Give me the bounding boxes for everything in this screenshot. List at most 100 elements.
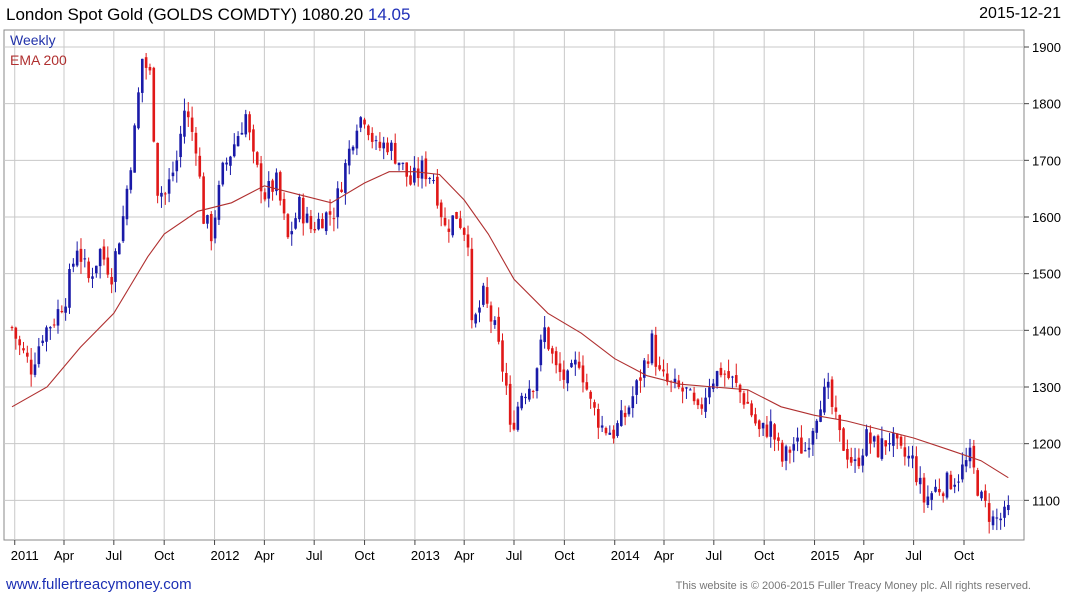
candle-body (75, 250, 79, 266)
candle-body (830, 379, 834, 407)
candle-body (152, 67, 156, 142)
candle-body (309, 215, 313, 230)
candle-body (980, 491, 983, 499)
candle-body (757, 420, 761, 430)
candle-body (976, 470, 979, 496)
y-tick-label: 1900 (1032, 40, 1061, 55)
candle-body (294, 218, 297, 229)
candle-body (528, 388, 531, 400)
candle-body (700, 404, 704, 409)
candle-body (225, 162, 228, 165)
candle-body (876, 435, 880, 458)
candle-body (616, 423, 619, 436)
candle-body (171, 172, 175, 177)
x-tick-label: 2014 (611, 548, 640, 563)
candle-body (482, 285, 485, 305)
gridlines (4, 30, 1024, 540)
candle-body (501, 340, 504, 372)
candle-body (252, 129, 255, 152)
candle-body (133, 125, 136, 173)
candle-body (497, 316, 500, 342)
candle-body (474, 314, 477, 324)
candle-body (244, 114, 248, 135)
candle-body (167, 179, 171, 194)
candle-body (884, 440, 888, 447)
candle-body (742, 393, 746, 405)
candle-body (52, 324, 56, 326)
candle-body (631, 396, 635, 409)
ema-200-line (11, 171, 1009, 479)
candle-body (37, 346, 41, 365)
candle-body (987, 503, 991, 522)
candle-body (961, 464, 964, 480)
candle-body (49, 327, 52, 329)
candle-body (849, 457, 853, 463)
x-tick-label: Apr (654, 548, 675, 563)
candle-body (409, 175, 412, 185)
candle-body (313, 229, 317, 231)
candle-body (363, 119, 366, 125)
candle-body (673, 378, 677, 384)
candle-body (574, 359, 577, 365)
candle-body (1003, 506, 1006, 518)
candle-body (271, 180, 274, 192)
candle-body (390, 142, 393, 151)
candle-body (543, 327, 546, 343)
candle-body (275, 172, 278, 192)
candle-body (819, 409, 822, 422)
candle-body (903, 447, 907, 457)
candle-body (646, 361, 650, 364)
candle-body (83, 258, 87, 260)
change-value: 14.05 (367, 5, 411, 24)
candle-body (10, 327, 14, 329)
candle-body (41, 340, 44, 344)
candle-body (662, 369, 665, 372)
candle-body (413, 167, 416, 183)
candle-body (186, 111, 190, 118)
x-tick-label: Apr (254, 548, 275, 563)
candle-body (179, 133, 182, 158)
website-link[interactable]: www.fullertreacymoney.com (6, 576, 192, 593)
x-tick-label: Jul (506, 548, 523, 563)
x-tick-label: 2012 (211, 548, 240, 563)
candle-body (382, 142, 386, 149)
y-tick-label: 1500 (1032, 267, 1061, 282)
candle-body (317, 218, 320, 230)
candle-body (792, 444, 796, 451)
candle-body (240, 132, 244, 135)
candle-body (459, 218, 462, 228)
candle-body (597, 409, 600, 428)
x-tick-label: Oct (554, 548, 575, 563)
candle-body (359, 117, 363, 128)
candle-body (508, 383, 512, 425)
candle-body (639, 377, 642, 381)
candle-body (321, 218, 324, 229)
candle-body (769, 421, 773, 437)
candle-body (405, 162, 409, 177)
legend-ema: EMA 200 (10, 52, 67, 68)
candle-body (861, 455, 865, 466)
candle-body (539, 339, 543, 366)
candle-body (14, 327, 18, 339)
x-tick-label: Oct (754, 548, 775, 563)
candle-body (826, 381, 830, 388)
candle-body (493, 320, 497, 325)
y-tick-label: 1800 (1032, 97, 1061, 112)
candle-body (658, 365, 661, 370)
candle-body (324, 212, 328, 232)
y-axis: 1100 1200 1300 1400 1500 1600 1700 1800 1900 (1024, 40, 1061, 508)
candle-body (746, 401, 750, 404)
candle-body (439, 202, 443, 218)
candle-body (140, 58, 144, 93)
candle-body (64, 306, 67, 313)
candle-body (938, 489, 941, 493)
candle-body (344, 163, 347, 193)
candle-body (650, 333, 654, 364)
candle-body (175, 160, 179, 172)
x-tick-label: Jul (306, 548, 323, 563)
candle-body (704, 397, 707, 412)
candle-body (608, 432, 612, 435)
candle-body (91, 276, 94, 279)
candle-body (888, 443, 891, 445)
candle-body (129, 170, 133, 190)
